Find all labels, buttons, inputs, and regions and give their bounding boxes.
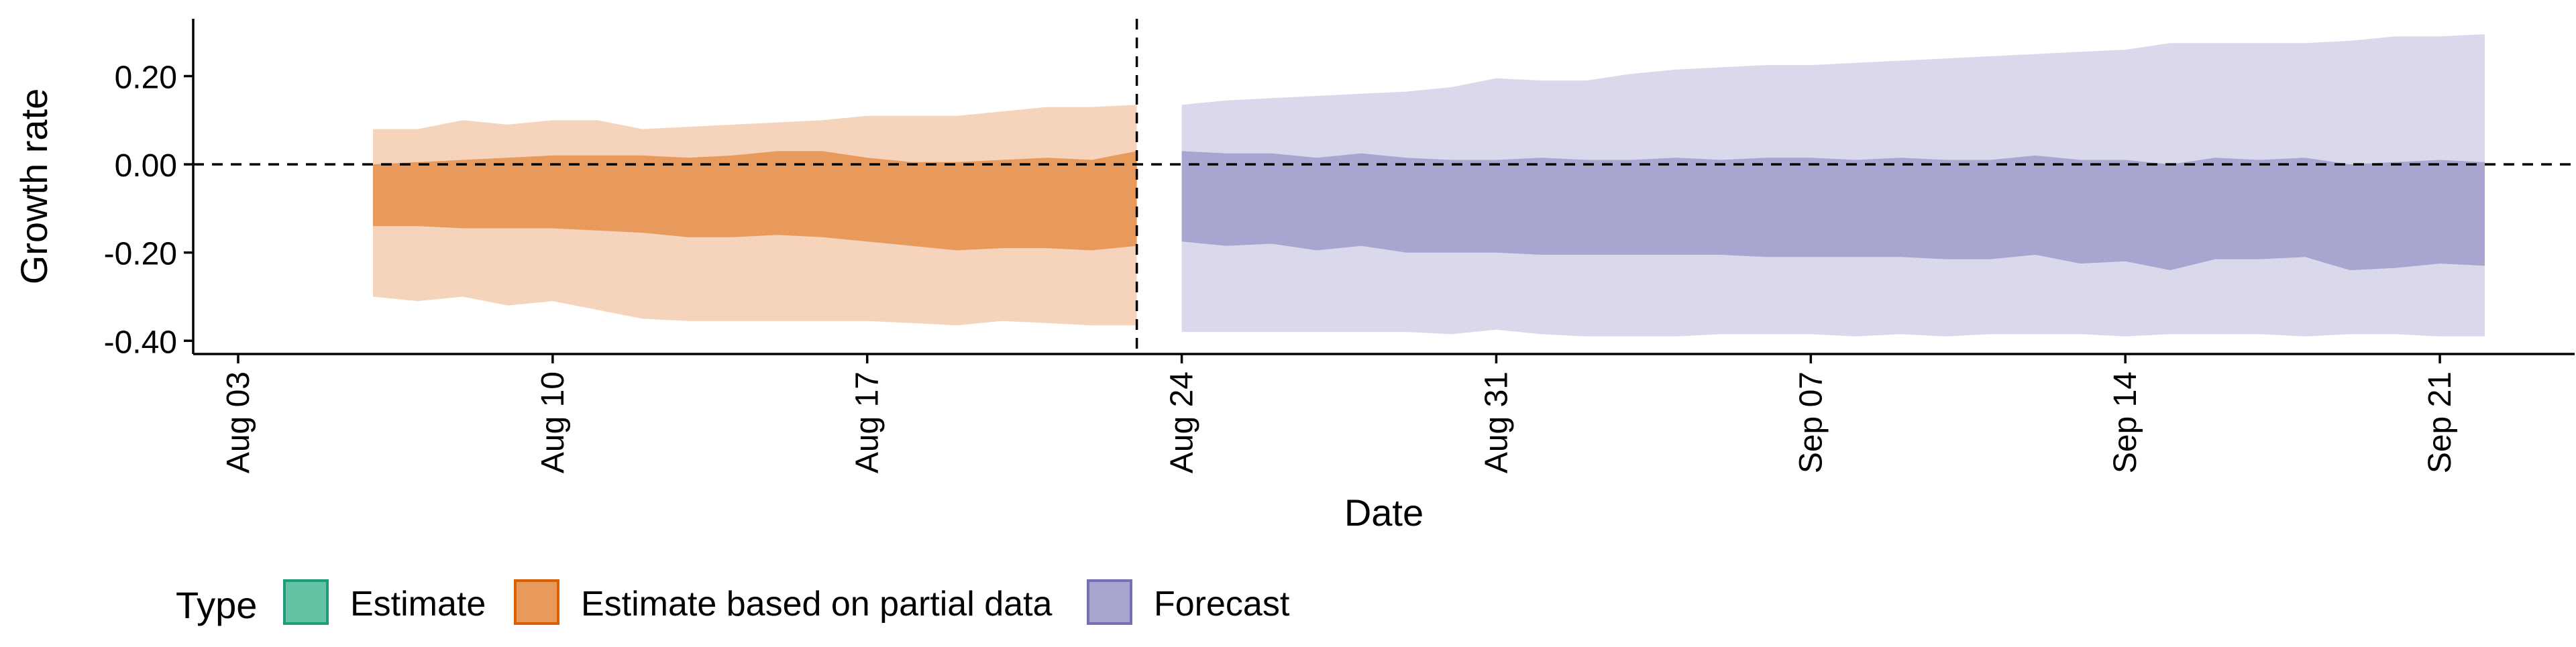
axes-layer: 0.200.00-0.20-0.40 Aug 03 Aug 10 Aug 17 Aug… [104,19,2575,473]
legend-label-estimate-based-on-partial-data: Estimate based on partial data [581,585,1053,624]
x-tick-label: Sep 21 [2422,371,2458,473]
x-tick-label: Sep 07 [1793,371,1829,473]
legend-swatch-estimate [283,579,329,625]
y-ticks: 0.20 0.00 -0.20 -0.40 [104,60,193,360]
y-tick-label: -0.20 [104,237,177,272]
x-tick-label: Aug 10 [535,371,571,473]
x-tick-label: Aug 31 [1479,371,1514,473]
legend-items: Estimate Estimate based on partial data Fo… [283,579,1290,625]
legend: Type Estimate Estimate based on partial d… [176,579,1290,626]
x-axis-title: Date [1344,491,1424,534]
legend-title: Type [176,584,257,626]
legend-label-estimate: Estimate [350,585,486,624]
y-axis-title: Growth rate [13,89,55,285]
legend-label-forecast: Forecast [1154,585,1290,624]
x-ticks: Aug 03 Aug 10 Aug 17 Aug 24 Aug 31 Sep 07 Sep … [221,354,2458,473]
reference-lines-layer [193,19,2575,354]
x-tick-label: Aug 17 [850,371,885,473]
legend-swatch-estimate-based-on-partial-data [514,579,559,625]
ribbons-layer [372,34,2485,337]
ribbon-inner-forecast [1181,151,2485,270]
x-tick-label: Aug 03 [221,371,256,473]
y-tick-label: -0.40 [104,325,177,360]
x-tick-label: Aug 24 [1165,371,1200,473]
ribbon-inner-estimate-based-on-partial-data [372,151,1137,251]
legend-swatch-forecast [1087,579,1132,625]
x-tick-label: Sep 14 [2108,371,2143,473]
y-tick-label: 0.00 [115,148,177,184]
y-tick-label: 0.20 [115,60,177,96]
